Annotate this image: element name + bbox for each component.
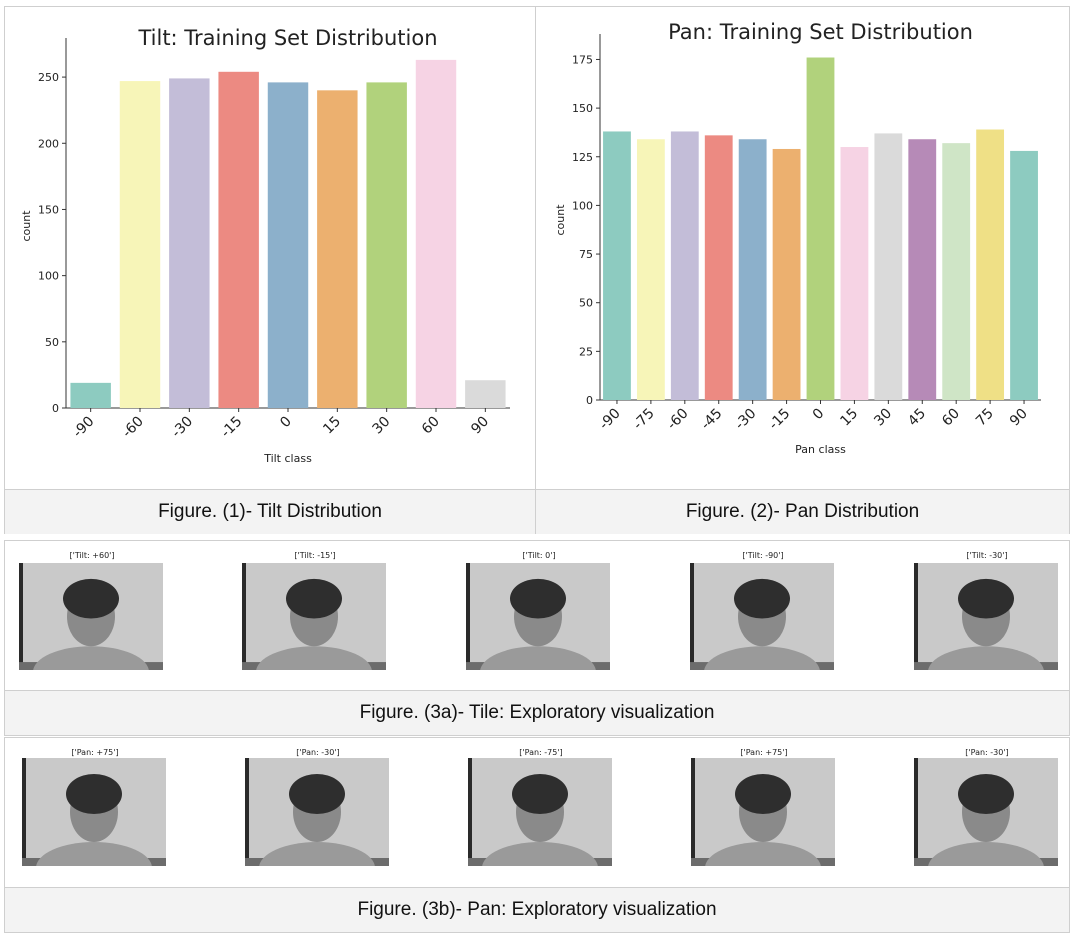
figure-3a-frame <box>4 540 1070 736</box>
tilt-y-tick-label: 100 <box>38 270 59 283</box>
pan-chart-title: Pan: Training Set Distribution <box>668 20 973 44</box>
tilt-bar-30 <box>366 82 407 409</box>
pan-face-image <box>245 758 389 866</box>
pan-x-axis-label: Pan class <box>795 443 846 456</box>
pan-y-tick-label: 150 <box>572 102 593 115</box>
tilt-x-axis-label: Tilt class <box>263 452 312 465</box>
pan-bar-45 <box>908 139 937 401</box>
pan-y-tick-label: 0 <box>586 394 593 407</box>
pan-bar--75 <box>636 139 665 401</box>
tilt-image-label: ['Tilt: -90'] <box>742 551 784 560</box>
pan-x-tick-label: 60 <box>939 406 963 430</box>
tilt-bar--30 <box>169 78 210 408</box>
tilt-x-tick-label: -90 <box>70 414 97 441</box>
tilt-x-tick-label: -60 <box>119 414 146 441</box>
tilt-y-tick-label: 250 <box>38 71 59 84</box>
tilt-chart: Tilt: Training Set Distribution050100150… <box>20 26 510 465</box>
tilt-x-tick-label: 0 <box>277 414 295 432</box>
tilt-y-axis-label: count <box>20 210 33 242</box>
pan-x-tick-label: 30 <box>871 406 895 430</box>
tilt-image-label: ['Tilt: +60'] <box>69 551 115 560</box>
tilt-chart-title: Tilt: Training Set Distribution <box>137 26 437 50</box>
tilt-bar--90 <box>70 382 111 408</box>
tilt-y-tick-label: 50 <box>45 336 59 349</box>
tilt-face-image <box>19 563 163 670</box>
pan-face-image <box>22 758 166 866</box>
pan-image-label: ['Pan: +75'] <box>71 748 119 757</box>
tilt-image-label: ['Tilt: -15'] <box>294 551 336 560</box>
pan-x-tick-label: 90 <box>1007 406 1031 430</box>
pan-y-tick-label: 125 <box>572 151 593 164</box>
pan-face-image <box>914 758 1058 866</box>
figure-3b-caption: Figure. (3b)- Pan: Exploratory visualiza… <box>5 887 1069 932</box>
tilt-y-tick-label: 150 <box>38 203 59 216</box>
tilt-y-tick-label: 200 <box>38 137 59 150</box>
tilt-bar--60 <box>119 81 161 408</box>
tilt-image-label: ['Tilt: 0'] <box>522 551 556 560</box>
figure-3a-caption: Figure. (3a)- Tile: Exploratory visualiz… <box>5 690 1069 735</box>
pan-chart: Pan: Training Set Distribution 0 25 50 75 100… <box>554 20 1041 456</box>
tilt-x-tick-label: -30 <box>169 414 196 441</box>
pan-x-tick-label: 45 <box>905 406 929 430</box>
pan-bar-0 <box>806 57 835 400</box>
pan-image-label: ['Pan: +75'] <box>740 748 788 757</box>
pan-x-tick-label: 75 <box>973 406 997 430</box>
tilt-face-image <box>466 563 610 670</box>
pan-y-tick-label: 75 <box>579 248 593 261</box>
pan-image-label: ['Pan: -75'] <box>519 748 563 757</box>
pan-bar-90 <box>1010 150 1038 400</box>
pan-x-tick-label: -60 <box>664 406 691 433</box>
tilt-x-tick-label: 30 <box>370 414 394 438</box>
pan-x-tick-label: -30 <box>732 406 759 433</box>
pan-y-tick-label: 50 <box>579 297 593 310</box>
tilt-x-tick-label: 60 <box>419 414 443 438</box>
tilt-x-tick-label: -15 <box>218 414 245 441</box>
tilt-bar-0 <box>267 82 309 409</box>
tilt-image-label: ['Tilt: -30'] <box>966 551 1008 560</box>
pan-bar--15 <box>772 148 801 400</box>
pan-x-tick-label: -90 <box>596 406 623 433</box>
pan-image-label: ['Pan: -30'] <box>296 748 340 757</box>
tilt-bar--15 <box>218 71 259 409</box>
pan-x-tick-label: 0 <box>810 406 828 424</box>
pan-x-tick-label: -45 <box>698 406 725 433</box>
pan-x-tick-label: -75 <box>630 406 657 433</box>
figure-1-caption: Figure. (1)- Tilt Distribution <box>5 489 535 534</box>
pan-y-tick-label: 175 <box>572 53 593 66</box>
pan-bar--30 <box>738 139 767 401</box>
pan-y-axis-label: count <box>554 204 567 236</box>
pan-bar--60 <box>670 131 699 400</box>
pan-bar--90 <box>603 131 631 400</box>
tilt-bar-60 <box>415 59 457 408</box>
tilt-face-image <box>242 563 386 670</box>
pan-image-label: ['Pan: -30'] <box>965 748 1009 757</box>
tilt-x-tick-label: 15 <box>320 414 344 438</box>
pan-bar-30 <box>874 133 903 400</box>
tilt-bar-90 <box>465 380 506 408</box>
pan-bar--45 <box>704 135 733 400</box>
figure-2-caption: Figure. (2)- Pan Distribution <box>536 489 1069 534</box>
tilt-face-image <box>914 563 1058 670</box>
tilt-x-tick-label: 90 <box>468 414 492 438</box>
tilt-y-tick-label: 0 <box>52 402 59 415</box>
pan-y-tick-label: 25 <box>579 345 593 358</box>
pan-face-image <box>468 758 612 866</box>
pan-y-tick-label: 100 <box>572 199 593 212</box>
tilt-bar-15 <box>317 90 358 408</box>
pan-bar-75 <box>976 129 1005 400</box>
pan-face-image <box>691 758 835 866</box>
pan-bar-15 <box>840 147 869 400</box>
figure-3b-frame <box>4 737 1070 933</box>
pan-bar-60 <box>942 143 971 400</box>
pan-x-tick-label: -15 <box>766 406 793 433</box>
pan-x-tick-label: 15 <box>837 406 861 430</box>
tilt-face-image <box>690 563 834 670</box>
